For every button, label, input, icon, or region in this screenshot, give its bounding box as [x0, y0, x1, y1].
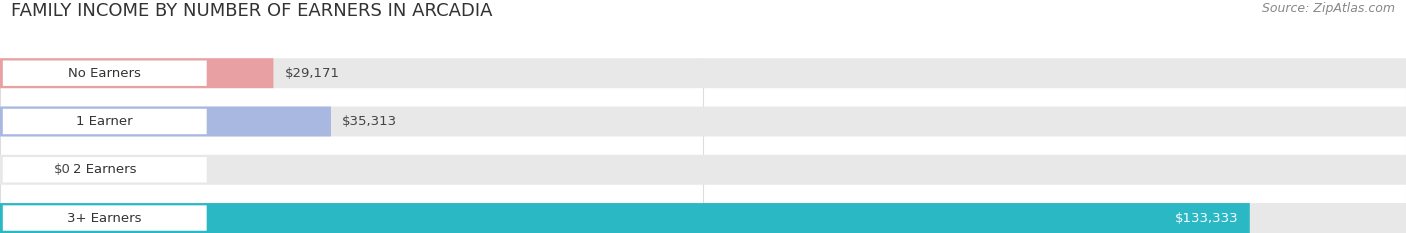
Text: $0: $0 — [53, 163, 70, 176]
FancyBboxPatch shape — [0, 203, 1250, 233]
Text: No Earners: No Earners — [69, 67, 141, 80]
FancyBboxPatch shape — [3, 109, 207, 134]
FancyBboxPatch shape — [0, 155, 1406, 185]
FancyBboxPatch shape — [0, 58, 1406, 88]
Text: $35,313: $35,313 — [342, 115, 398, 128]
Text: $29,171: $29,171 — [284, 67, 340, 80]
FancyBboxPatch shape — [3, 157, 207, 182]
Text: Source: ZipAtlas.com: Source: ZipAtlas.com — [1261, 2, 1395, 15]
FancyBboxPatch shape — [0, 106, 1406, 137]
Text: 2 Earners: 2 Earners — [73, 163, 136, 176]
FancyBboxPatch shape — [3, 61, 207, 86]
FancyBboxPatch shape — [0, 203, 1406, 233]
FancyBboxPatch shape — [3, 205, 207, 231]
FancyBboxPatch shape — [0, 58, 273, 88]
Text: FAMILY INCOME BY NUMBER OF EARNERS IN ARCADIA: FAMILY INCOME BY NUMBER OF EARNERS IN AR… — [11, 2, 492, 20]
Text: 3+ Earners: 3+ Earners — [67, 212, 142, 225]
FancyBboxPatch shape — [0, 106, 330, 137]
Text: $133,333: $133,333 — [1175, 212, 1239, 225]
Text: 1 Earner: 1 Earner — [76, 115, 134, 128]
